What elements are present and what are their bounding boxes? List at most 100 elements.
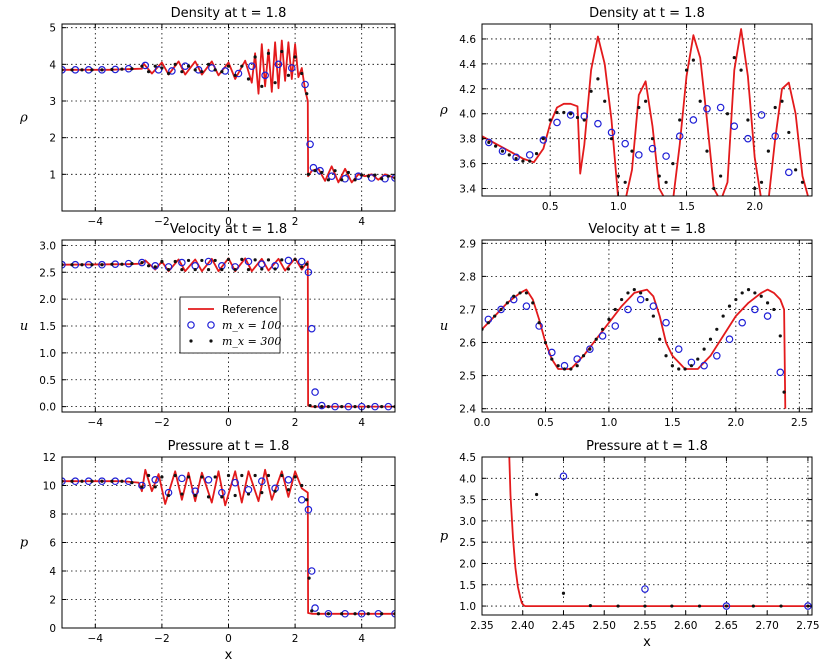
point-mx100 [498, 147, 507, 155]
point-mx300 [200, 475, 204, 479]
point-mx300 [266, 258, 271, 262]
x-tick-label: 2.0 [727, 417, 744, 429]
point-mx300 [180, 70, 184, 74]
point-mx100 [776, 368, 785, 377]
point-mx100 [304, 505, 313, 514]
point-mx300 [486, 321, 490, 325]
point-mx100 [231, 478, 239, 487]
legend-swatch-circle [187, 321, 195, 329]
y-tick-label: 10 [43, 481, 56, 493]
point-mx300 [787, 130, 791, 135]
x-tick-label: −2 [154, 417, 169, 429]
point-mx100 [548, 348, 556, 357]
point-mx300 [213, 258, 217, 263]
x-tick-label: 2.45 [552, 620, 575, 632]
x-tick-label: 1.5 [678, 201, 695, 213]
x-tick-label: 2.75 [796, 620, 819, 632]
point-mx300 [780, 99, 784, 103]
chart-title: Velocity at t = 1.8 [170, 222, 287, 237]
point-mx300 [286, 73, 291, 77]
point-mx300 [140, 485, 144, 489]
point-mx300 [698, 99, 702, 103]
point-mx300 [233, 267, 237, 272]
point-mx100 [497, 305, 505, 314]
point-mx300 [140, 260, 144, 265]
point-mx300 [160, 259, 164, 264]
point-mx300 [186, 475, 191, 479]
point-mx300 [512, 294, 516, 298]
point-mx100 [566, 111, 575, 119]
point-mx300 [561, 591, 566, 595]
axes-frame [481, 23, 813, 197]
point-mx300 [541, 137, 545, 141]
x-tick-label: 4 [358, 216, 365, 228]
point-mx300 [691, 58, 695, 62]
point-mx300 [130, 67, 134, 71]
point-mx300 [193, 68, 197, 72]
point-mx300 [180, 267, 184, 272]
axes-frame [481, 239, 813, 413]
point-mx300 [300, 265, 304, 269]
y-tick-label: 2.5 [459, 371, 476, 383]
point-mx300 [689, 364, 694, 368]
point-mx300 [623, 180, 627, 184]
point-mx300 [380, 405, 384, 409]
point-mx300 [543, 340, 548, 345]
point-mx300 [373, 173, 377, 177]
y-tick-label: 2.5 [459, 537, 476, 549]
x-tick-label: −2 [154, 216, 169, 228]
x-tick-label: 2.5 [791, 417, 808, 429]
legend-box [179, 296, 281, 354]
point-mx300 [153, 485, 157, 489]
point-mx100 [257, 260, 266, 268]
point-mx300 [90, 263, 94, 267]
point-mx100 [62, 477, 66, 486]
point-mx300 [200, 70, 204, 74]
point-mx300 [507, 153, 511, 157]
point-mx300 [293, 257, 297, 261]
point-mx300 [505, 301, 509, 305]
point-mx100 [274, 60, 283, 69]
point-mx100 [138, 258, 146, 267]
point-mx100 [763, 312, 772, 320]
legend-label: m_x = 300 [222, 335, 281, 348]
point-mx300 [110, 262, 114, 266]
point-mx100 [261, 71, 269, 80]
point-mx100 [649, 302, 658, 310]
point-mx300 [200, 258, 204, 263]
point-mx100 [248, 62, 256, 70]
point-mx300 [305, 262, 309, 266]
x-tick-label: 0 [225, 216, 232, 228]
point-mx300 [727, 304, 732, 308]
point-mx100 [208, 64, 216, 72]
point-mx100 [757, 111, 766, 119]
point-mx300 [313, 169, 317, 173]
y-tick-label: 4 [49, 59, 56, 71]
y-axis-label: ρ [19, 111, 28, 126]
point-mx300 [639, 291, 643, 295]
y-tick-label: 4.0 [459, 473, 476, 485]
point-mx300 [173, 62, 177, 66]
point-mx300 [588, 604, 592, 608]
point-mx100 [700, 361, 708, 370]
point-mx300 [80, 263, 84, 267]
point-mx300 [534, 492, 539, 497]
series-line-reference [508, 457, 812, 607]
point-mx300 [240, 257, 244, 261]
x-tick-label: 1.5 [664, 417, 681, 429]
series-line-reference [62, 468, 395, 615]
y-tick-label: 1.0 [39, 348, 56, 360]
y-axis-label: u [20, 319, 28, 334]
point-mx300 [326, 178, 330, 182]
x-tick-label: 2 [292, 417, 299, 429]
point-mx100 [751, 305, 759, 314]
point-mx300 [637, 105, 641, 110]
chart-pressure-full: −4 −2 0 2 4 0 2 4 6 8 10 12 Pressure at t = 1.8 p x [20, 439, 396, 663]
point-mx100 [151, 261, 160, 270]
legend-label: m_x = 100 [222, 319, 281, 332]
point-mx300 [305, 498, 309, 502]
point-mx300 [500, 149, 505, 153]
point-mx300 [683, 367, 687, 371]
point-mx300 [556, 364, 560, 368]
x-tick-label: 2.40 [511, 620, 534, 632]
